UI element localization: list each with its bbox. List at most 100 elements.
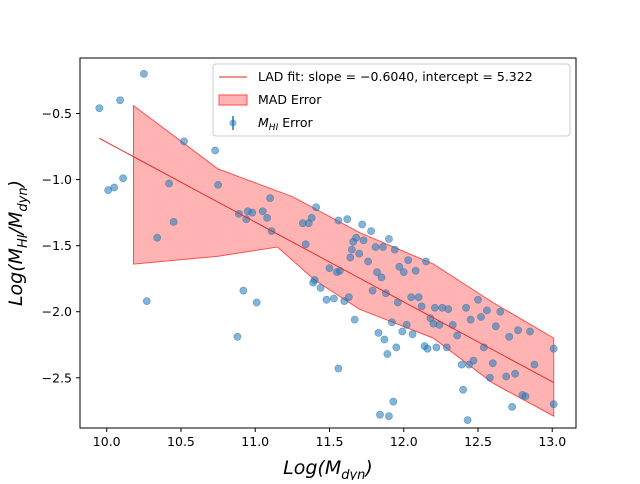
y-axis-title: Log(MHI/Mdyn) xyxy=(5,180,31,306)
data-point xyxy=(371,243,380,251)
data-point xyxy=(95,104,104,113)
data-point xyxy=(462,303,470,312)
data-point xyxy=(457,360,466,369)
data-point xyxy=(312,203,320,212)
x-axis-title: Log(Mdyn) xyxy=(283,457,373,480)
legend-points-label: MHI Error xyxy=(258,115,314,133)
data-point xyxy=(423,344,432,353)
legend-points-label-suffix: Error xyxy=(278,115,313,130)
data-point xyxy=(463,416,472,424)
lad-fit-line xyxy=(99,137,554,383)
data-point xyxy=(380,335,389,344)
data-point xyxy=(165,179,173,188)
data-point xyxy=(344,293,353,302)
data-point xyxy=(258,207,267,216)
data-point xyxy=(399,268,408,276)
data-point xyxy=(239,286,248,295)
data-point xyxy=(211,146,219,155)
data-point xyxy=(549,400,558,409)
legend-fit-label: LAD fit: slope = −0.6040, intercept = 5.… xyxy=(258,69,533,84)
data-point xyxy=(252,298,261,307)
data-point xyxy=(444,305,453,313)
x-tick-label: 11.0 xyxy=(241,434,269,449)
data-point xyxy=(414,293,423,302)
data-point xyxy=(459,385,467,394)
y-axis-title-slash: /M xyxy=(5,212,27,237)
data-point xyxy=(347,245,356,254)
data-point xyxy=(377,273,386,282)
data-point xyxy=(169,217,178,226)
data-point xyxy=(364,257,372,266)
data-point xyxy=(384,412,393,420)
x-tick-label: 11.5 xyxy=(316,434,344,449)
data-point xyxy=(530,360,539,369)
x-axis-title-sub: dyn xyxy=(341,468,365,480)
y-axis-title-close: ) xyxy=(5,180,27,189)
data-point xyxy=(307,213,316,222)
data-point xyxy=(335,266,344,275)
data-point xyxy=(508,402,516,411)
data-point xyxy=(514,326,522,335)
data-point xyxy=(153,233,162,242)
data-point xyxy=(482,306,491,315)
x-tick-label: 12.5 xyxy=(464,434,492,449)
data-point xyxy=(466,315,475,324)
data-point xyxy=(474,295,482,304)
legend-band-label: MAD Error xyxy=(258,92,322,107)
x-axis-title-close: ) xyxy=(363,457,372,479)
data-point xyxy=(469,356,478,365)
data-point xyxy=(422,257,430,266)
data-point xyxy=(378,243,387,251)
data-point xyxy=(139,70,148,78)
x-tick-label: 13.0 xyxy=(538,434,566,449)
data-point xyxy=(432,343,441,352)
x-axis-title-main: Log(M xyxy=(283,457,341,479)
data-point xyxy=(402,320,411,329)
data-point xyxy=(355,249,364,258)
legend-points-label-sub: HI xyxy=(269,123,279,133)
data-point xyxy=(502,372,511,381)
data-point xyxy=(376,410,384,419)
legend-point-swatch xyxy=(229,119,237,127)
data-point xyxy=(325,264,334,272)
data-point xyxy=(383,350,392,358)
data-point xyxy=(359,236,368,245)
data-point xyxy=(358,220,367,229)
data-point xyxy=(505,332,514,341)
data-point xyxy=(214,180,222,189)
y-axis-title-main: Log(M xyxy=(5,248,27,306)
data-point xyxy=(373,268,381,276)
data-point xyxy=(404,256,413,265)
data-point xyxy=(233,332,242,341)
data-point xyxy=(242,215,251,224)
data-point xyxy=(110,183,119,192)
legend: LAD fit: slope = −0.6040, intercept = 5.… xyxy=(212,63,571,137)
data-point xyxy=(395,262,404,271)
y-tick-label: −2.0 xyxy=(42,304,72,319)
data-point xyxy=(384,235,393,243)
data-point xyxy=(398,327,407,336)
data-point xyxy=(367,227,375,235)
data-point xyxy=(389,397,398,406)
data-point xyxy=(392,343,401,352)
data-point xyxy=(417,302,426,311)
y-tick-label: −1.0 xyxy=(42,172,72,187)
data-point xyxy=(374,328,383,337)
data-point xyxy=(491,322,500,331)
data-point xyxy=(488,359,497,368)
x-tick-label: 10.5 xyxy=(167,434,195,449)
legend-band-swatch xyxy=(218,94,248,106)
legend-points-label-m: M xyxy=(258,115,269,130)
data-point xyxy=(368,286,377,295)
data-point xyxy=(511,369,519,378)
data-point xyxy=(549,344,558,353)
data-point xyxy=(496,307,505,316)
mad-error-band xyxy=(133,104,555,417)
data-point xyxy=(310,276,319,284)
data-point xyxy=(521,392,530,401)
data-point xyxy=(234,209,243,218)
y-tick-label: −2.5 xyxy=(42,370,72,385)
data-point xyxy=(119,174,127,183)
data-point xyxy=(116,96,124,105)
